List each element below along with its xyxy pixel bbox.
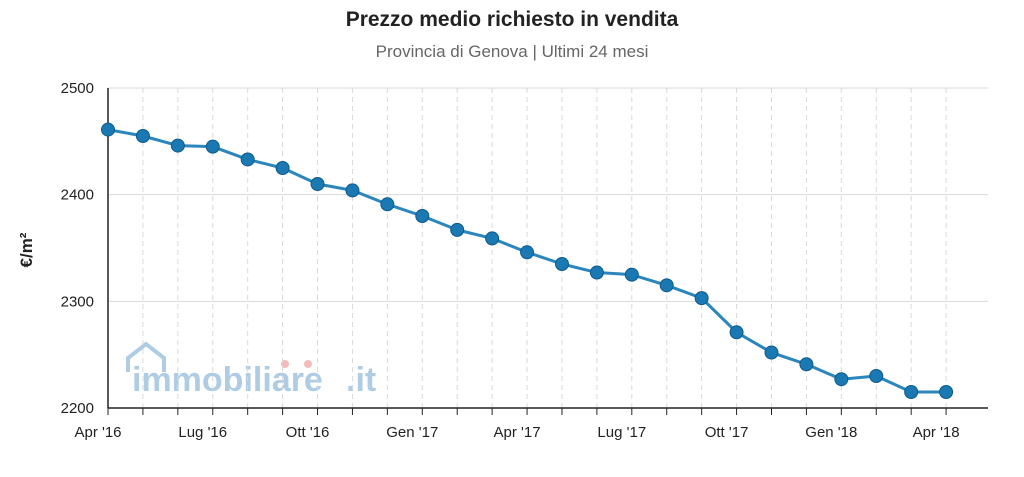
x-tick-label: Gen '17 <box>386 424 438 441</box>
data-point <box>624 267 639 282</box>
series <box>101 122 954 399</box>
data-point <box>205 139 220 154</box>
x-tick-label: Apr '16 <box>74 424 121 441</box>
watermark-brand: immobiliare <box>132 361 323 399</box>
x-tick-label: Gen '18 <box>805 424 857 441</box>
house-icon <box>126 341 166 372</box>
chart-title: Prezzo medio richiesto in vendita <box>345 8 679 31</box>
x-tick-label: Ott '17 <box>705 424 749 441</box>
watermark-suffix: .it <box>346 361 376 399</box>
data-point <box>520 245 535 260</box>
immobiliare-logo: immobiliare .it <box>126 341 376 399</box>
chart-subtitle: Provincia di Genova | Ultimi 24 mesi <box>375 42 649 61</box>
x-tick-label: Apr '18 <box>913 424 960 441</box>
watermark-dot-2 <box>304 360 312 368</box>
grid <box>107 87 988 408</box>
data-point <box>380 197 395 212</box>
data-point <box>275 161 290 175</box>
data-point <box>135 129 150 143</box>
data-point <box>764 345 779 360</box>
data-point <box>101 122 115 137</box>
data-point <box>659 278 674 293</box>
data-point <box>345 183 360 198</box>
axes: 2200 2300 2400 2500 Apr '16 Lug '16 Ott '16 Gen… <box>61 80 988 441</box>
data-point <box>799 357 814 372</box>
data-point <box>415 209 430 223</box>
x-tick-label: Lug '17 <box>597 424 646 441</box>
data-point <box>834 372 849 387</box>
data-point <box>240 152 255 167</box>
data-point <box>485 231 500 246</box>
data-point <box>869 369 884 383</box>
data-point <box>450 222 465 237</box>
data-point <box>589 265 604 280</box>
y-tick-label: 2300 <box>61 293 94 310</box>
data-point <box>310 177 325 191</box>
x-tick-label: Apr '17 <box>494 424 541 441</box>
x-tick-label: Lug '16 <box>178 424 227 441</box>
data-point <box>694 291 709 306</box>
data-point <box>904 385 919 399</box>
data-point <box>554 257 569 271</box>
data-point <box>939 385 954 399</box>
data-point <box>170 138 185 153</box>
y-axis-title: €/m² <box>17 232 36 267</box>
y-tick-label: 2400 <box>61 187 94 204</box>
data-point <box>729 325 744 340</box>
y-tick-label: 2500 <box>61 80 94 97</box>
x-tick-label: Ott '16 <box>286 424 330 441</box>
y-tick-label: 2200 <box>61 400 94 417</box>
